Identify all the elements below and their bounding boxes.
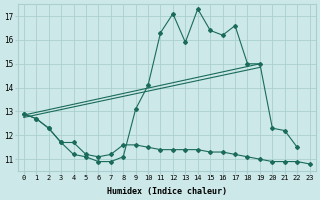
- X-axis label: Humidex (Indice chaleur): Humidex (Indice chaleur): [107, 187, 227, 196]
